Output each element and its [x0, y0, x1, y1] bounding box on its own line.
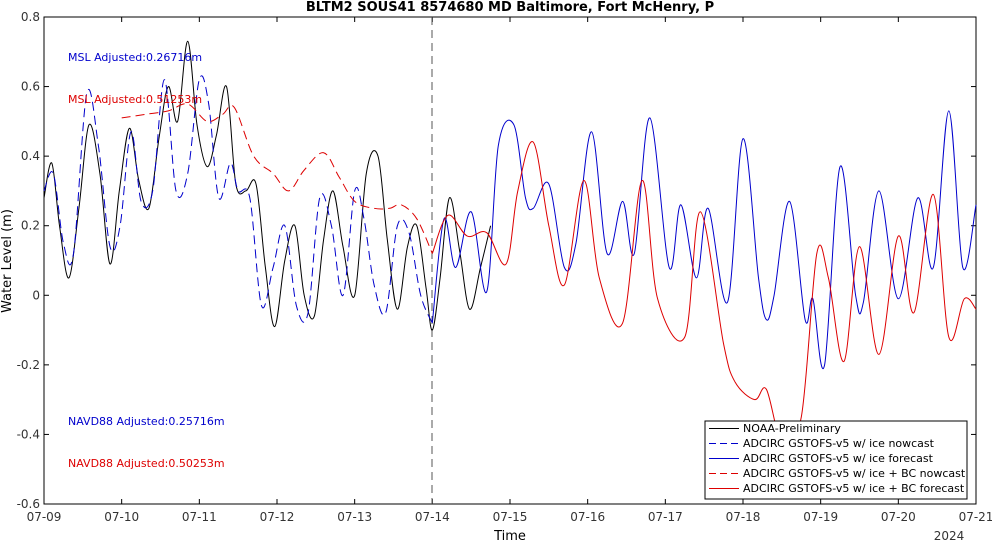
x-tick-label: 07-15: [493, 510, 528, 524]
series-layer: [43, 40, 977, 445]
series-line-ice-bc-nowcast: [121, 103, 433, 254]
x-tick-label: 07-10: [104, 510, 139, 524]
x-tick-label: 07-12: [260, 510, 295, 524]
annotation-navd88-blue: NAVD88 Adjusted:0.25716m: [68, 415, 225, 428]
y-tick-label: 0.8: [21, 10, 40, 24]
x-tick-label: 07-21: [959, 510, 992, 524]
y-tick-label: 0.2: [21, 219, 40, 233]
x-axis-label: Time: [493, 529, 526, 541]
y-tick-label: -0.2: [17, 358, 40, 372]
y-tick-label: 0.6: [21, 80, 40, 94]
legend-label-bc-nowcast: ADCIRC GSTOFS-v5 w/ ice + BC nowcast: [743, 467, 966, 480]
x-tick-label: 07-19: [803, 510, 838, 524]
x-axis-ticks: 07-09 07-10 07-11 07-12 07-13 07-14 07-15 07-16…: [27, 17, 992, 524]
x-tick-label: 07-09: [27, 510, 62, 524]
x-tick-label: 07-16: [570, 510, 605, 524]
x-tick-label: 07-14: [415, 510, 450, 524]
y-axis-label: Water Level (m): [0, 209, 15, 313]
series-line-ice-bc-forecast: [431, 141, 977, 445]
x-tick-label: 07-13: [337, 510, 372, 524]
y-tick-label: -0.6: [17, 497, 40, 511]
legend: NOAA-Preliminary ADCIRC GSTOFS-v5 w/ ice…: [704, 420, 968, 500]
chart-title: BLTM2 SOUS41 8574680 MD Baltimore, Fort …: [306, 0, 714, 15]
series-line-ice-nowcast: [43, 75, 433, 324]
y-tick-label: 0: [32, 288, 40, 302]
annotation-msl-red: MSL Adjusted:0.51253m: [68, 93, 202, 106]
legend-label-bc-forecast: ADCIRC GSTOFS-v5 w/ ice + BC forecast: [743, 482, 965, 495]
x-tick-label: 07-20: [881, 510, 916, 524]
year-label: 2024: [934, 529, 965, 541]
legend-label-forecast: ADCIRC GSTOFS-v5 w/ ice forecast: [743, 452, 934, 465]
legend-box: [704, 420, 968, 500]
y-tick-label: 0.4: [21, 149, 40, 163]
annotation-msl-blue: MSL Adjusted:0.26716m: [68, 51, 202, 64]
series-line-noaa-preliminary: [43, 40, 492, 331]
legend-label-nowcast: ADCIRC GSTOFS-v5 w/ ice nowcast: [743, 437, 935, 450]
series-line-ice-forecast: [431, 110, 977, 369]
annotation-navd88-red: NAVD88 Adjusted:0.50253m: [68, 457, 225, 470]
y-axis-ticks: -0.6 -0.4 -0.2 0 0.2 0.4 0.6 0.8: [17, 10, 976, 511]
x-tick-label: 07-11: [182, 510, 217, 524]
legend-label-noaa: NOAA-Preliminary: [743, 422, 841, 435]
y-tick-label: -0.4: [17, 427, 40, 441]
x-tick-label: 07-17: [648, 510, 683, 524]
x-tick-label: 07-18: [726, 510, 761, 524]
